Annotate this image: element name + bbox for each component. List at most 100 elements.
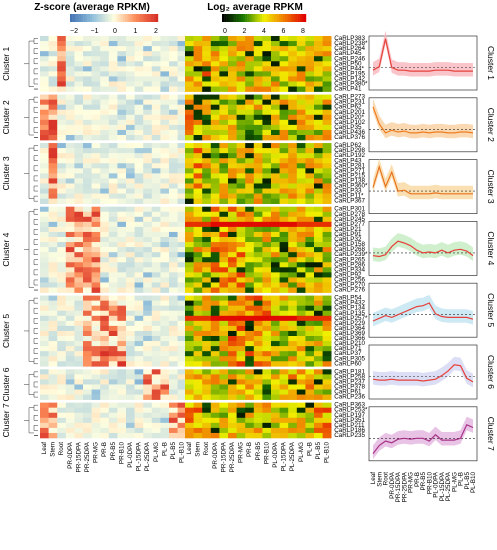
zscore-cell [169,346,178,352]
zscore-cell [91,173,101,179]
log2-cell [236,407,246,414]
gene-label: CaRLP142 [334,75,365,82]
log2-cell [210,346,220,352]
zscore-cell [169,99,178,105]
zscore-cell [160,356,170,362]
zscore-cell [160,341,170,347]
log2-cell [228,216,237,223]
log2-title: Log₂ average RPKM [207,2,303,13]
log2-cell [322,114,332,121]
zscore-cell [151,198,161,204]
log2-cell [253,211,263,218]
zscore-cell [108,168,118,174]
log2-cell [296,71,306,77]
log2-cell [193,369,203,375]
log2-cell [236,188,246,194]
zscore-cell [48,153,58,159]
zscore-cell [65,148,75,154]
zscore-cell [160,351,170,357]
log2-cell [210,211,220,218]
gene-label: CaRLP432 [334,300,365,307]
log2-cell [219,361,229,367]
log2-cell [236,417,246,424]
log2-cell [228,402,237,408]
zscore-cell [108,242,118,248]
zscore-cell [177,129,187,136]
log2-cell [185,282,194,288]
log2-cell [253,305,263,312]
log2-cell [296,402,306,408]
log2-cell [245,379,255,385]
log2-cell [314,262,323,268]
zscore-cell [126,351,135,357]
log2-cell [193,148,203,154]
zscore-cell [83,341,92,347]
zscore-cell [169,427,178,434]
log2-cell [262,153,272,159]
x-tick-label: PR-25DPA [401,471,408,502]
zscore-cell [100,412,110,419]
zscore-cell [74,247,84,253]
log2-cell [314,272,323,278]
zscore-cell [143,257,153,263]
zscore-cell [160,336,170,342]
log2-cell [236,143,246,149]
log2-cell [228,417,237,424]
log2-cell [202,247,212,253]
zscore-cell [117,305,127,312]
zscore-cell [48,247,58,253]
log2-cell [279,206,289,213]
gene-label: CaRLP305 [334,355,365,362]
gene-label: CaRLP369 [334,330,365,337]
log2-cell [228,129,237,136]
zscore-cell [83,46,92,52]
log2-cell [288,300,298,306]
log2-cell [210,163,220,169]
log2-cell [262,66,272,72]
log2-cell [236,119,246,126]
log2-cell [296,104,306,111]
log2-cell [253,153,263,159]
log2-cell [253,104,263,111]
log2-cell [296,407,306,414]
log2-cell [210,374,220,380]
zscore-cell [108,94,118,100]
zscore-cell [160,330,170,337]
zscore-cell [100,310,110,317]
zscore-cell [91,237,101,243]
zscore-cell [143,216,153,223]
x-tick-label: PL-B5 [464,472,471,490]
log2-cell [219,252,229,258]
zscore-cell [83,226,92,233]
log2-cell [314,384,323,390]
log2-cell [185,320,194,327]
log2-cell [193,394,203,400]
zscore-cell [65,389,75,395]
log2-cell [288,81,298,87]
log2-cell [305,158,315,164]
zscore-cell [160,384,170,390]
zscore-cell [40,51,49,57]
log2-cell [210,56,220,62]
zscore-cell [160,422,170,429]
x-tick-label: PR-25DPA [229,441,236,472]
zscore-cell [83,81,92,87]
zscore-cell [126,76,135,82]
log2-cell [262,211,272,218]
zscore-cell [100,86,110,92]
zscore-cell [143,407,153,414]
log2-cell [228,135,237,141]
zscore-cell [151,351,161,357]
log2-cell [210,379,220,385]
log2-cell [193,163,203,169]
zscore-cell [160,374,170,380]
zscore-cell [160,158,170,164]
log2-cell [305,104,315,111]
x-tick-label: PL-MG [451,472,458,492]
x-tick-label: PR-0DPA [67,441,74,469]
zscore-cell [160,81,170,87]
zscore-cell [91,183,101,189]
zscore-cell [169,94,178,100]
zscore-cell [160,143,170,149]
log2-cell [245,325,255,332]
